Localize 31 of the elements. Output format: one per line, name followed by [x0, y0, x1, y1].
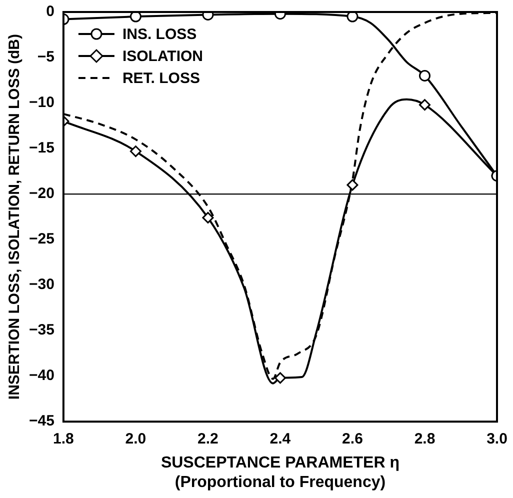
- y-tick-label: −10: [28, 94, 54, 112]
- x-tick-label: 2.4: [270, 430, 292, 448]
- y-tick-label: −20: [28, 185, 54, 202]
- y-axis-title: INSERTION LOSS, ISOLATION, RETURN LOSS (dB): [6, 34, 24, 400]
- x-tick-label: 2.0: [125, 430, 146, 448]
- point: [418, 70, 430, 82]
- point: [346, 179, 358, 191]
- y-tick-label: −5: [37, 48, 54, 66]
- y-tick-label: −30: [28, 276, 54, 294]
- y-tick-label: −15: [28, 140, 54, 157]
- point: [130, 12, 142, 22]
- point: [346, 12, 358, 22]
- y-tick-label: −40: [28, 367, 54, 384]
- y-tick-label: −35: [28, 322, 54, 339]
- legend-label: ISOLATION: [122, 48, 204, 66]
- x-tick-label: 3.0: [486, 430, 508, 448]
- point: [130, 146, 142, 158]
- y-tick-label: −45: [28, 412, 54, 430]
- text: (Proportional to Frequency): [174, 474, 386, 491]
- y-tick-label: −25: [28, 230, 54, 248]
- x-axis-title: SUSCEPTANCE PARAMETER η: [160, 454, 400, 472]
- point: [202, 212, 214, 224]
- x-tick-label: 2.2: [198, 430, 218, 448]
- x-tick-label: 2.6: [342, 430, 363, 448]
- legend-label: RET. LOSS: [122, 70, 200, 88]
- x-tick-label: 1.8: [53, 430, 74, 448]
- legend-label: INS. LOSS: [122, 26, 197, 44]
- point: [418, 99, 430, 111]
- point: [274, 372, 286, 384]
- y-tick-label: 0: [46, 3, 54, 20]
- x-tick-label: 2.8: [414, 430, 436, 448]
